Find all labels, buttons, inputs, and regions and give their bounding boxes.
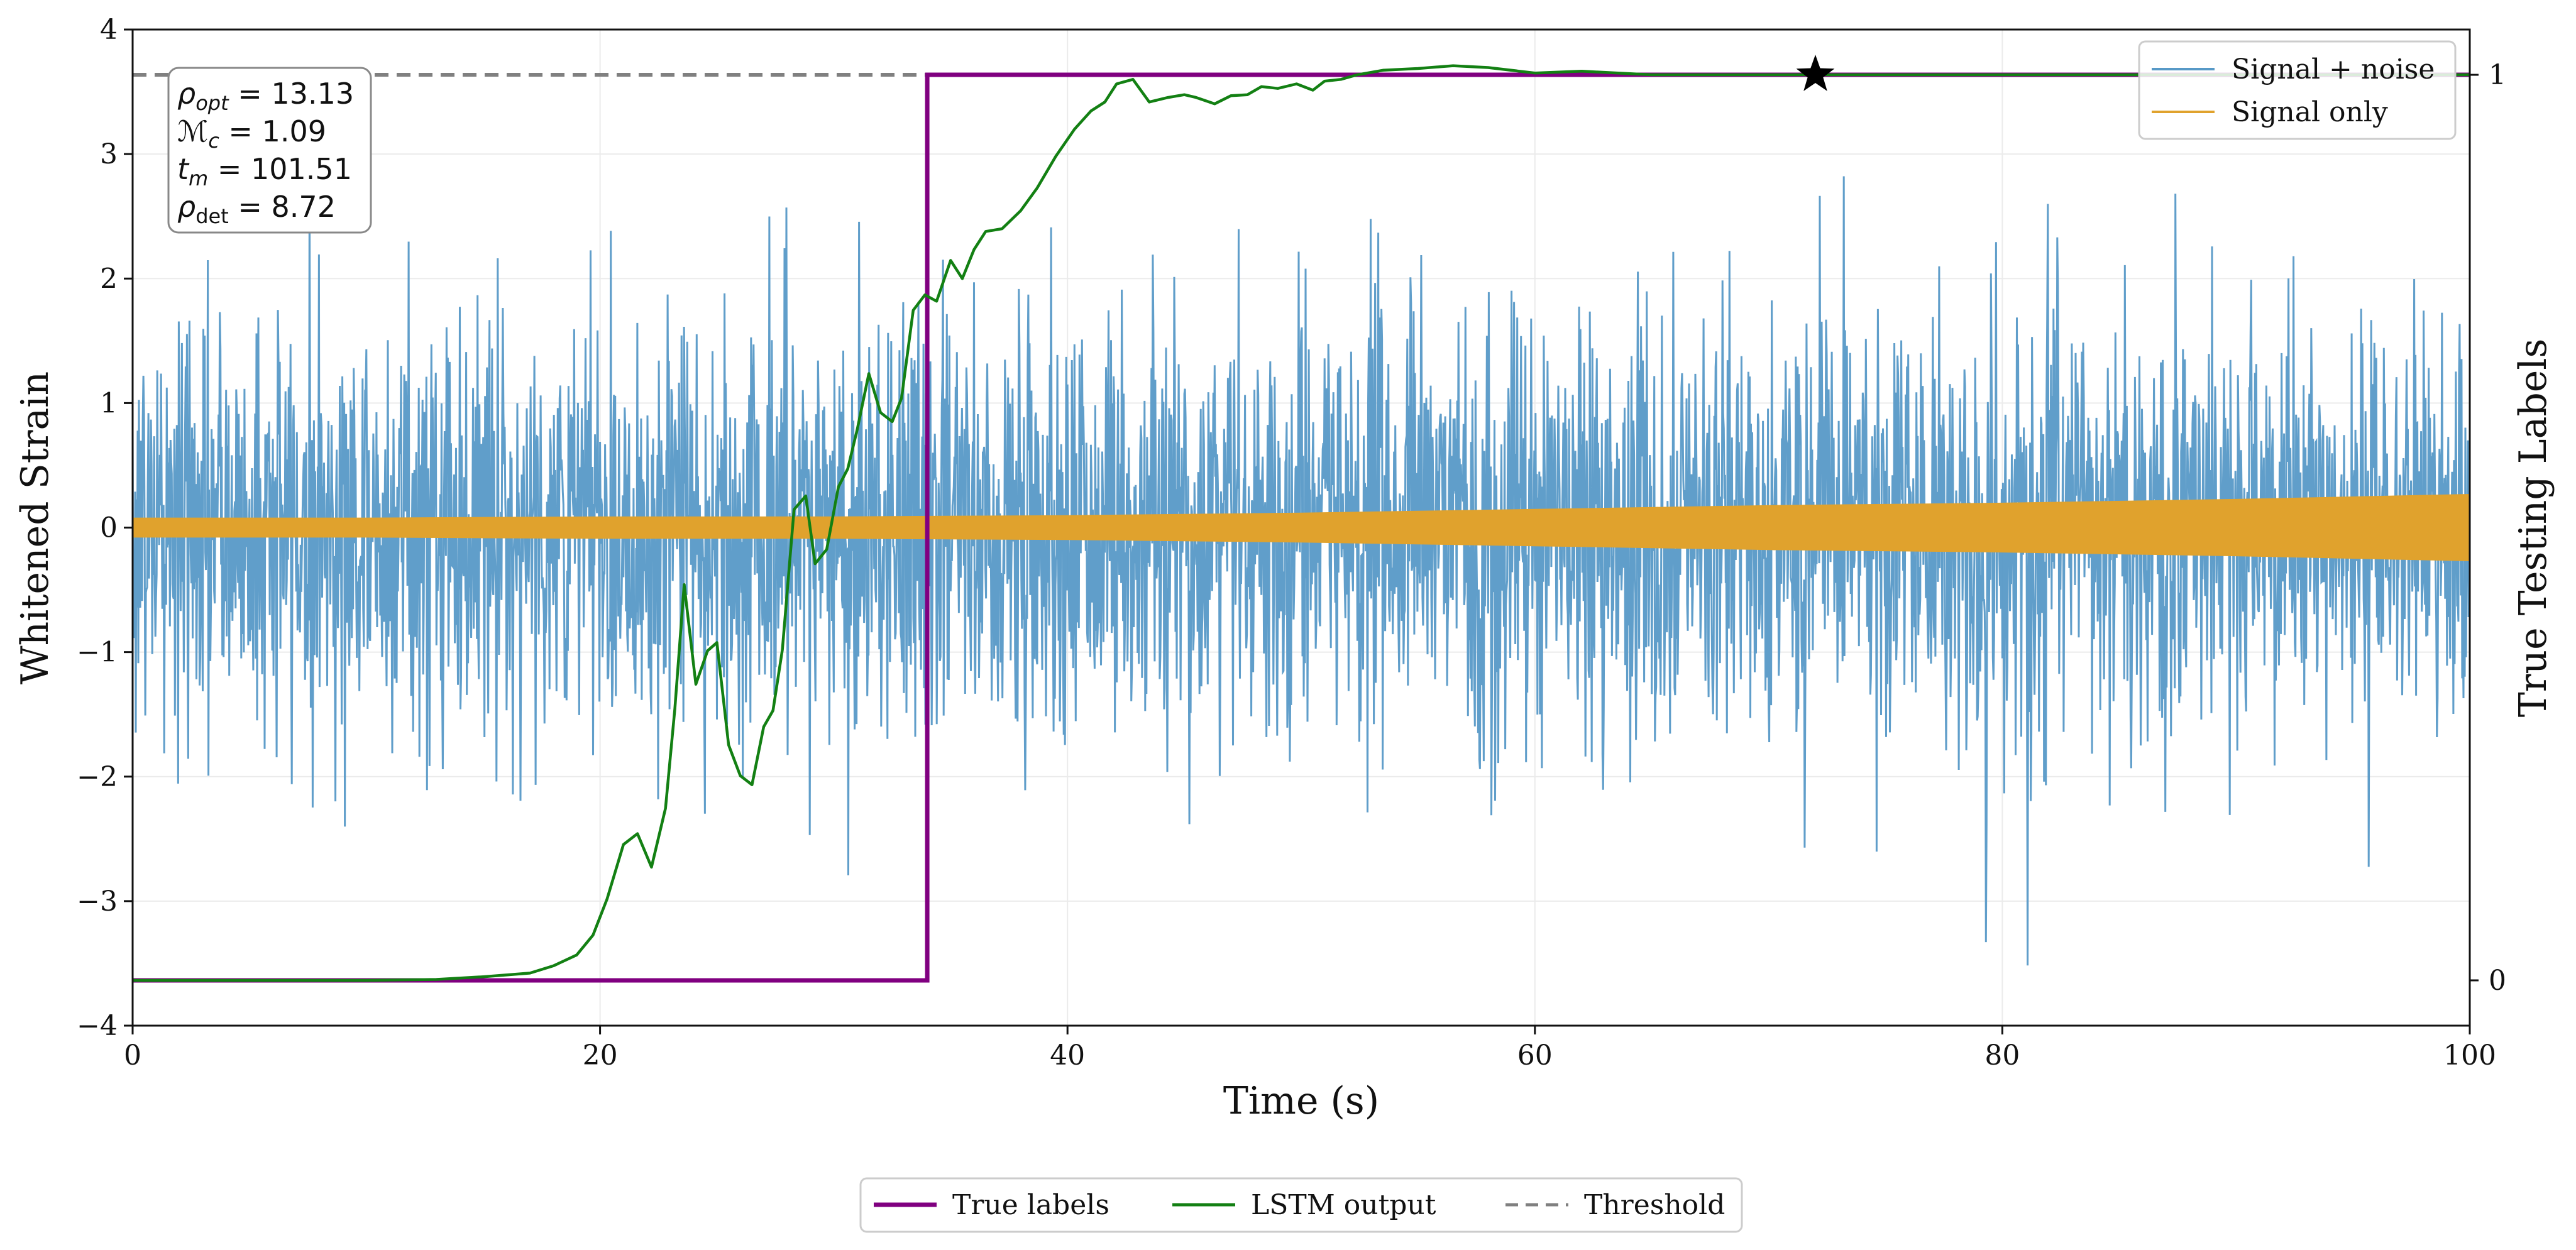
legend-bottom-label: Threshold <box>1584 1189 1725 1221</box>
legend-bottom: True labels LSTM output Threshold <box>859 1177 1743 1233</box>
legend-top-right: Signal + noise Signal only <box>2138 40 2457 140</box>
y2-axis-label: True Testing Labels <box>2511 339 2555 718</box>
y-tick-label: −1 <box>77 637 118 669</box>
annotation-line: ρdet = 8.72 <box>177 190 336 228</box>
legend-top-frame <box>2138 40 2457 140</box>
y-tick-label: −4 <box>77 1010 118 1042</box>
legend-top-label: Signal only <box>2232 96 2388 128</box>
x-tick-label: 0 <box>124 1039 141 1072</box>
legend-bottom-label: LSTM output <box>1251 1189 1436 1221</box>
x-tick-label: 40 <box>1050 1039 1085 1072</box>
annotation-line: ℳc = 1.09 <box>177 114 326 153</box>
y2-tick-label: 0 <box>2489 965 2506 997</box>
x-tick-label: 80 <box>1984 1039 2020 1072</box>
y-tick-label: 1 <box>100 387 118 419</box>
signal-only-series <box>133 494 2470 561</box>
y-tick-label: 0 <box>100 512 118 544</box>
annotation-line: tm = 101.51 <box>177 152 352 190</box>
legend-bottom-frame <box>859 1177 1743 1233</box>
lstm-output-series <box>133 64 2470 982</box>
x-tick-label: 100 <box>2443 1039 2496 1072</box>
y-tick-label: 4 <box>100 14 118 46</box>
plot-area <box>133 64 2470 983</box>
x-tick-label: 60 <box>1517 1039 1553 1072</box>
y-axis-label: Whitened Strain <box>13 371 57 684</box>
y-tick-label: 2 <box>100 263 118 295</box>
legend-top-label: Signal + noise <box>2232 53 2435 85</box>
detection-star-marker <box>1796 55 1835 91</box>
y2-tick-label: 1 <box>2489 59 2506 91</box>
y-tick-label: −3 <box>77 885 118 918</box>
x-axis-label: Time (s) <box>1223 1079 1379 1123</box>
x-tick-label: 20 <box>583 1039 618 1072</box>
annotation-line: ρopt = 13.13 <box>177 77 354 115</box>
annotation-frame <box>167 67 372 234</box>
y-tick-label: −2 <box>77 761 118 793</box>
legend-bottom-label: True labels <box>952 1189 1109 1221</box>
y-tick-label: 3 <box>100 138 118 170</box>
